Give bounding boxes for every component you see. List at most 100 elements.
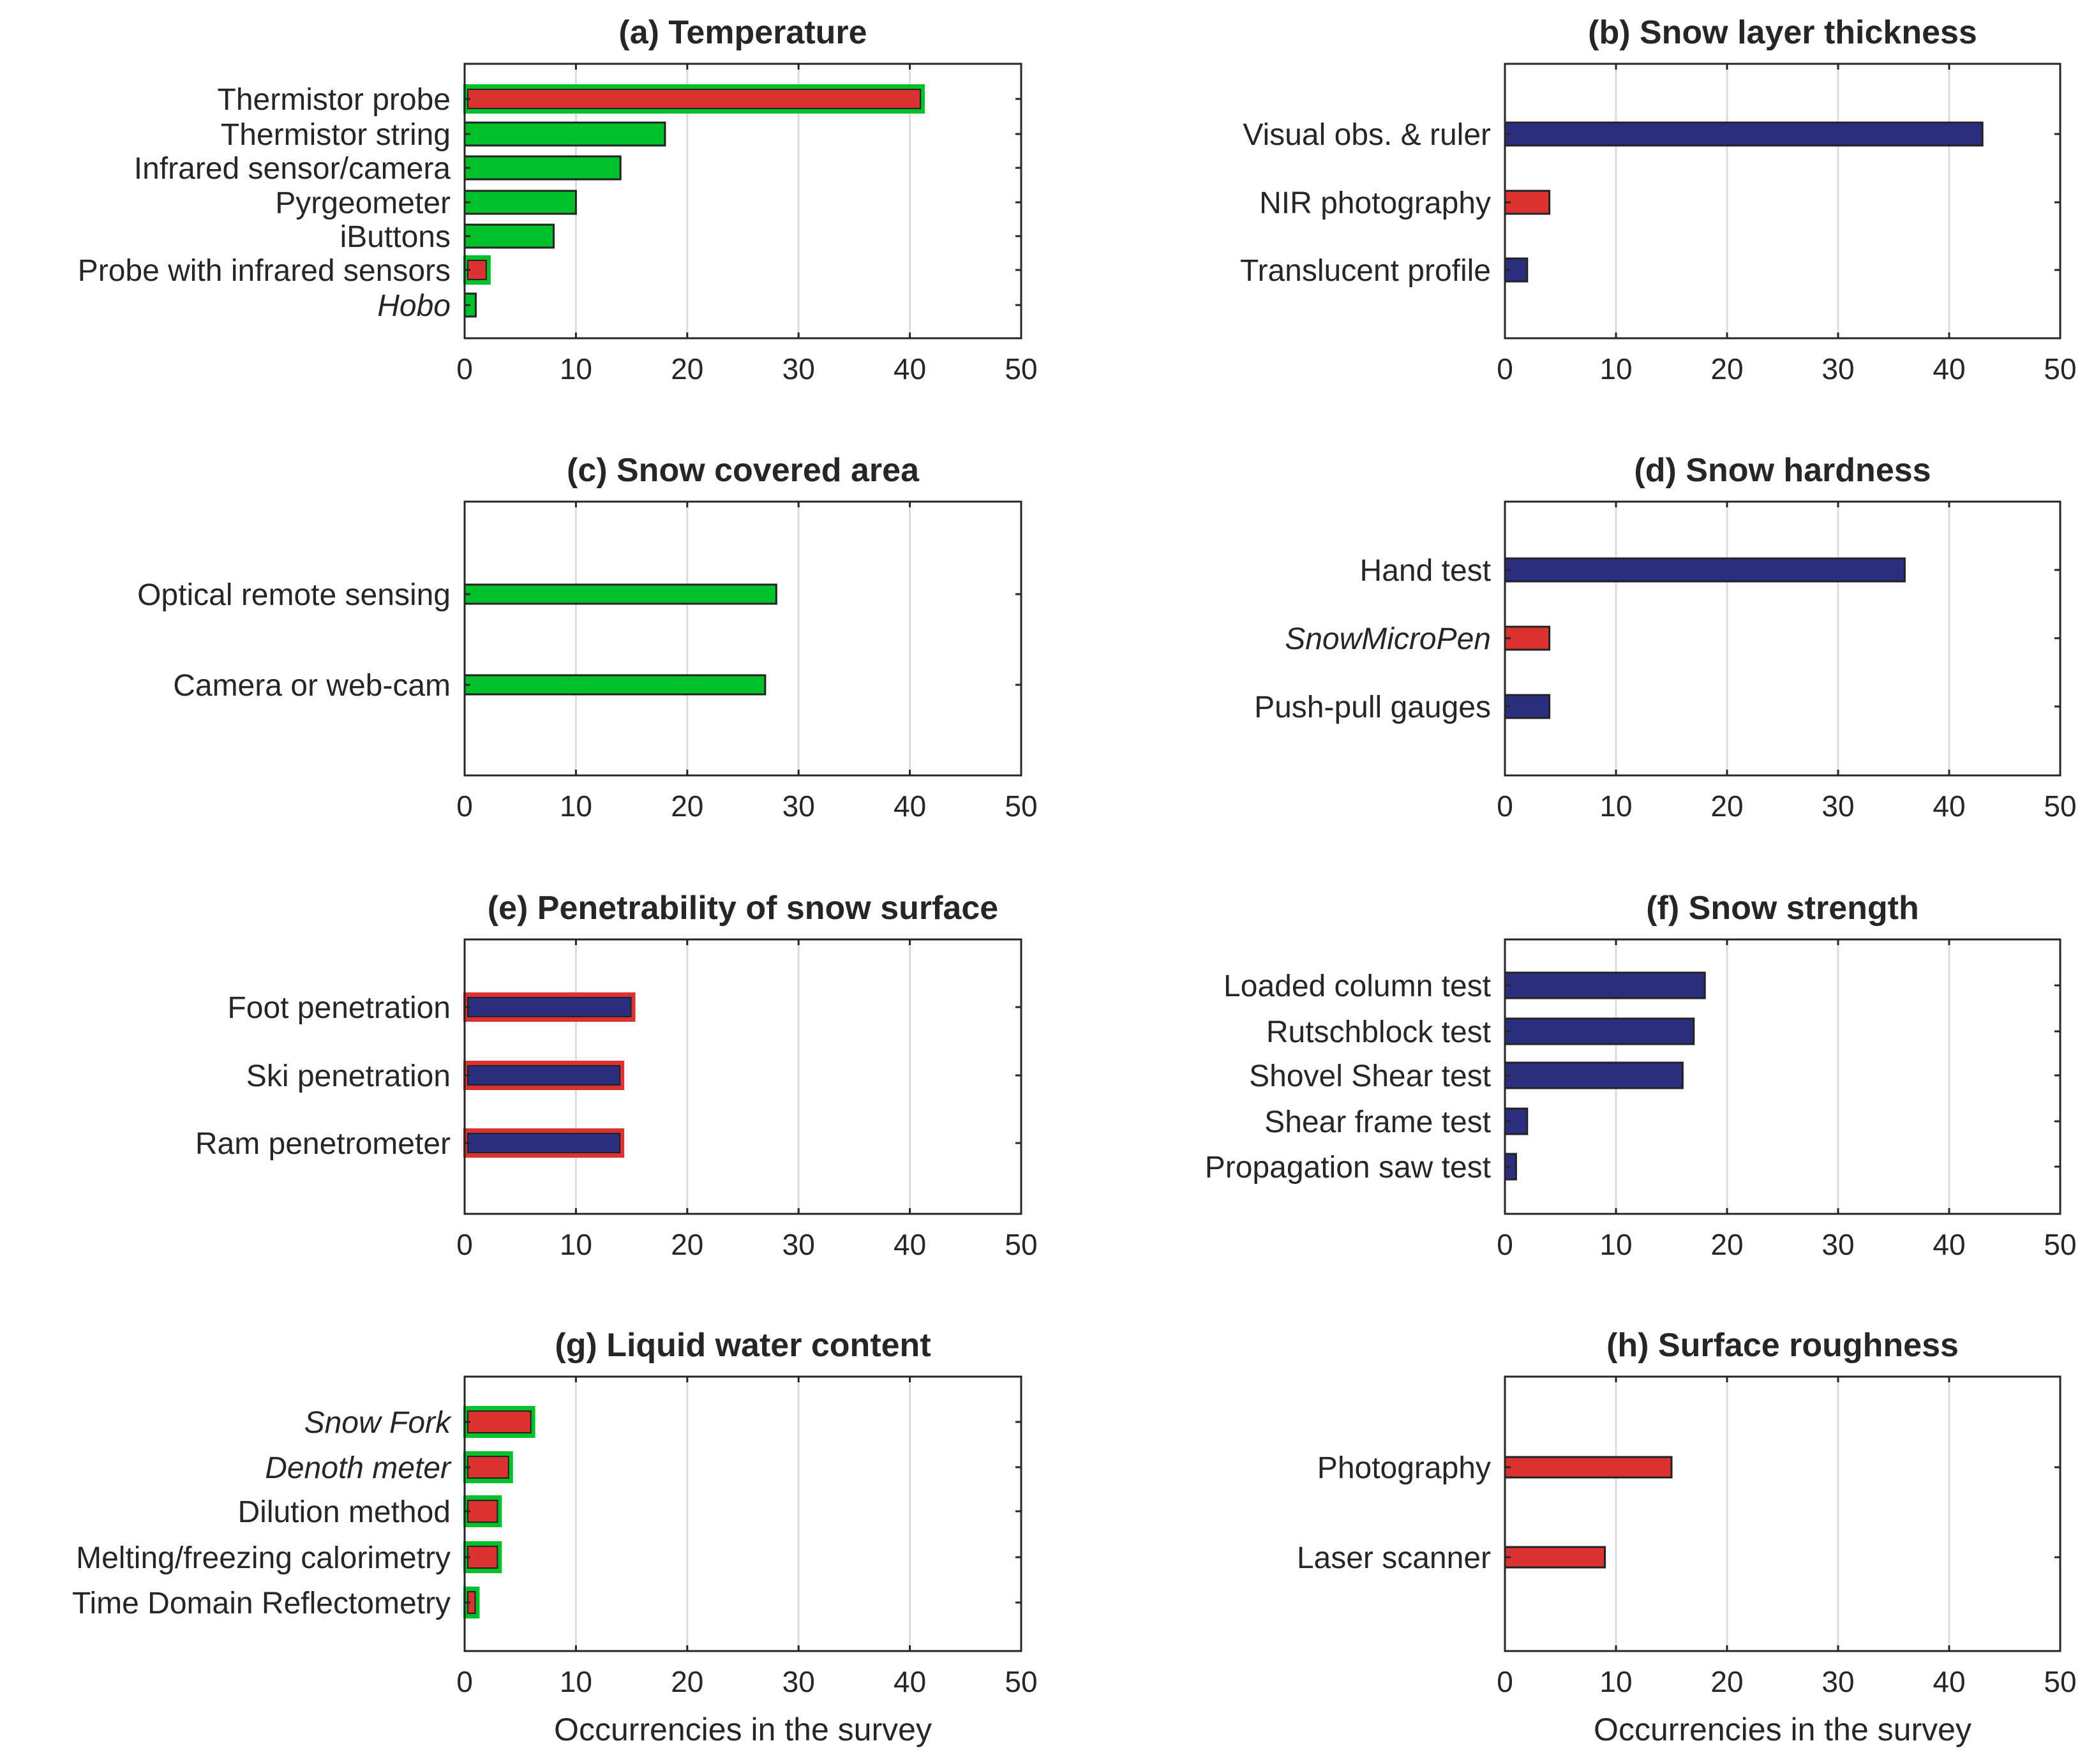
bar-label: Translucent profile xyxy=(1240,254,1491,288)
bar xyxy=(1504,1061,1684,1089)
bar xyxy=(467,1133,621,1153)
x-tick-label: 40 xyxy=(894,1665,926,1698)
x-tick-label: 30 xyxy=(782,352,815,385)
x-tick-label: 40 xyxy=(894,1228,926,1261)
bar-label: Rutschblock test xyxy=(1266,1015,1491,1049)
x-tick-label: 50 xyxy=(1005,1228,1037,1261)
x-tick-label: 30 xyxy=(1821,1665,1854,1698)
bar-label: Loaded column test xyxy=(1223,969,1491,1003)
x-tick-label: 0 xyxy=(1497,789,1513,823)
bar xyxy=(463,155,622,181)
bar-label: Hand test xyxy=(1360,554,1491,588)
bar-label: Infrared sensor/camera xyxy=(134,152,451,186)
panel-d: 0 10 20 30 40 50 Hand test SnowMicroPen Push-pul… xyxy=(1254,452,2077,823)
x-tick-label: 30 xyxy=(782,1228,815,1261)
x-tick-label: 20 xyxy=(671,352,703,385)
bar-label: SnowMicroPen xyxy=(1285,622,1491,656)
bar xyxy=(467,1500,498,1523)
x-tick-label: 0 xyxy=(1497,1665,1513,1698)
x-tick-label: 40 xyxy=(1933,352,1965,385)
bar xyxy=(1504,121,1984,147)
x-tick-label: 10 xyxy=(1599,1228,1632,1261)
bar xyxy=(463,223,555,249)
bar xyxy=(1504,1456,1673,1479)
x-tick-label: 50 xyxy=(2044,352,2076,385)
bar xyxy=(1504,625,1551,651)
panel-title: (h) Surface roughness xyxy=(1606,1327,1959,1364)
bar xyxy=(467,1410,532,1433)
bar xyxy=(463,190,577,215)
bar xyxy=(1504,1546,1606,1569)
bar-label: Laser scanner xyxy=(1297,1541,1491,1575)
bar xyxy=(467,1065,621,1086)
x-tick-label: 10 xyxy=(1599,1665,1632,1698)
axes-box xyxy=(463,938,1022,1215)
bar-label: Shear frame test xyxy=(1264,1105,1491,1139)
bar xyxy=(1504,694,1551,719)
panel-title: (d) Snow hardness xyxy=(1634,452,1931,489)
x-tick-label: 0 xyxy=(1497,1228,1513,1261)
panel-c: 0 10 20 30 40 50 Optical remote sensing Camera … xyxy=(137,452,1037,823)
x-tick-label: 0 xyxy=(456,1228,473,1261)
axes-box xyxy=(463,500,1022,777)
bar-label: Foot penetration xyxy=(227,991,451,1025)
x-tick-label: 30 xyxy=(1821,352,1854,385)
panel-h: 0 10 20 30 40 50 Photography Laser scanner (h) S… xyxy=(1297,1327,2077,1747)
x-tick-label: 50 xyxy=(1005,352,1037,385)
bar-label: Propagation saw test xyxy=(1205,1151,1491,1185)
bar-label: NIR photography xyxy=(1259,186,1491,220)
panel-title: (b) Snow layer thickness xyxy=(1588,14,1977,51)
bar xyxy=(1504,557,1906,583)
bar-label: Ram penetrometer xyxy=(195,1127,451,1161)
x-tick-label: 20 xyxy=(1710,1228,1743,1261)
panel-b: 0 10 20 30 40 50 Visual obs. & ruler NIR photog… xyxy=(1240,14,2077,385)
bar xyxy=(467,260,487,280)
bar xyxy=(467,997,632,1017)
bar-label: Hobo xyxy=(377,289,451,323)
x-tick-label: 30 xyxy=(1821,789,1854,823)
panel-title: (f) Snow strength xyxy=(1646,890,1919,927)
x-tick-label: 30 xyxy=(782,789,815,823)
panel-title: (e) Penetrability of snow surface xyxy=(488,890,998,927)
bar-label: Camera or web-cam xyxy=(173,669,451,703)
x-tick-label: 0 xyxy=(1497,352,1513,385)
bar-label: Denoth meter xyxy=(265,1451,452,1485)
x-tick-label: 20 xyxy=(1710,352,1743,385)
x-tick-label: 20 xyxy=(671,789,703,823)
panel-title: (g) Liquid water content xyxy=(555,1327,931,1364)
x-tick-label: 40 xyxy=(1933,1228,1965,1261)
panel-title: (a) Temperature xyxy=(618,14,867,51)
x-tick-label: 10 xyxy=(560,789,592,823)
axes-box xyxy=(1504,63,2061,340)
x-tick-label: 20 xyxy=(1710,1665,1743,1698)
axes-box xyxy=(463,1375,1022,1652)
panel-title: (c) Snow covered area xyxy=(567,452,920,489)
x-tick-label: 10 xyxy=(560,352,592,385)
bar-label: Pyrgeometer xyxy=(275,186,451,220)
x-axis-label: Occurrencies in the survey xyxy=(554,1712,932,1747)
x-tick-label: 0 xyxy=(456,1665,473,1698)
x-tick-label: 30 xyxy=(782,1665,815,1698)
x-tick-label: 10 xyxy=(560,1665,592,1698)
panel-e: 0 10 20 30 40 50 Foot penetration Ski penetrati… xyxy=(195,890,1038,1261)
bar-label: Time Domain Reflectometry xyxy=(72,1587,451,1620)
bar-label: iButtons xyxy=(340,220,451,254)
x-tick-label: 40 xyxy=(1933,1665,1965,1698)
x-tick-label: 10 xyxy=(1599,352,1632,385)
bar-label: Snow Fork xyxy=(304,1406,453,1440)
bar-label: Optical remote sensing xyxy=(137,578,451,612)
bar xyxy=(463,121,666,147)
bar xyxy=(467,1456,509,1479)
x-tick-label: 40 xyxy=(894,789,926,823)
x-tick-label: 0 xyxy=(456,789,473,823)
x-tick-label: 50 xyxy=(2044,1228,2076,1261)
bar-label: Photography xyxy=(1317,1451,1491,1485)
bar-label: Visual obs. & ruler xyxy=(1243,118,1491,152)
bar-label: Thermistor string xyxy=(221,118,451,152)
bar xyxy=(463,674,767,696)
x-tick-label: 50 xyxy=(2044,789,2076,823)
x-tick-label: 50 xyxy=(1005,789,1037,823)
axes-box xyxy=(1504,1375,2061,1652)
